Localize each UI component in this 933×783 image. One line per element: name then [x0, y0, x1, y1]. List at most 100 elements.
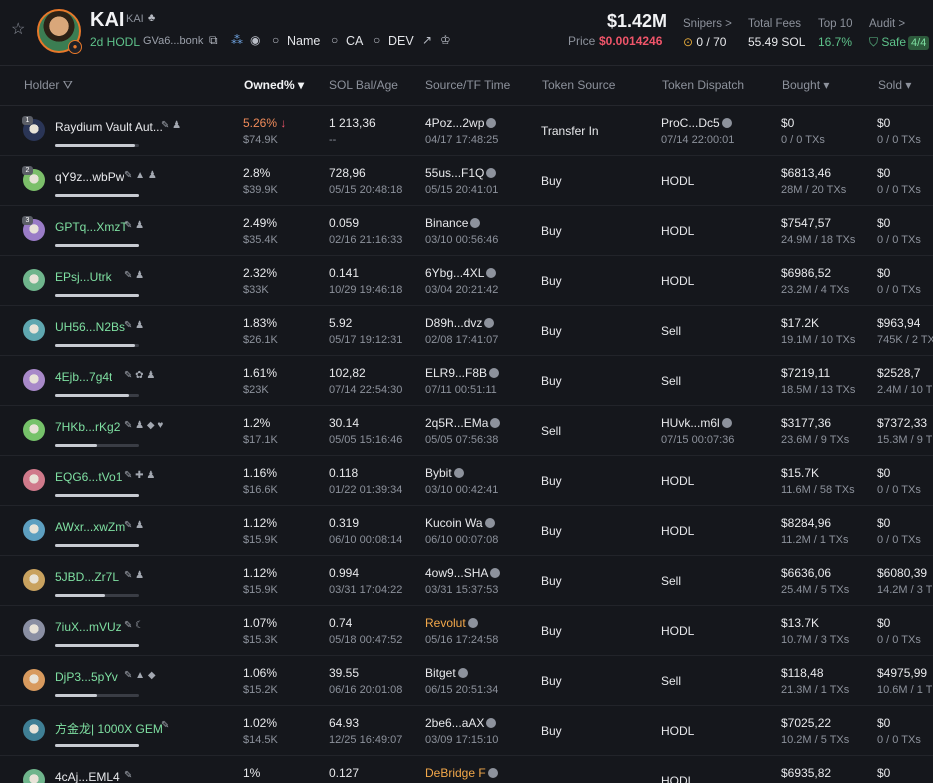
holder-address[interactable]: 7iuX...mVUz [55, 620, 122, 634]
funding-source[interactable]: 4ow9...SHA [425, 566, 515, 580]
token-source: Buy [541, 574, 562, 588]
funding-time: 06/10 00:07:08 [425, 534, 499, 546]
col-owned[interactable]: Owned% ▾ [244, 78, 305, 92]
snipers-label[interactable]: Snipers > [683, 18, 732, 30]
funding-source[interactable]: Kucoin Wa [425, 516, 515, 530]
sold-txs: 14.2M / 3 T [877, 584, 933, 596]
holder-address[interactable]: UH56...N2Bs [55, 320, 126, 334]
funding-source[interactable]: Bitget [425, 666, 515, 680]
holder-address[interactable]: 5JBD...Zr7L [55, 570, 120, 584]
table-row[interactable]: 1 Raydium Vault Aut... ✎ ♟ 5.26% ↓ $74.9K 1 2… [0, 106, 933, 156]
table-row[interactable]: 7HKb...rKg2 ✎ ♟ ◆ ♥ 1.2% $17.1K 30.14 05/05 1… [0, 406, 933, 456]
copy-icon[interactable]: ⧉ [209, 33, 218, 47]
holder-tag-icons[interactable]: ✎ ♟ [161, 120, 182, 131]
funding-source[interactable]: 55us...F1Q [425, 166, 515, 180]
table-row[interactable]: EQG6...tVo1 ✎ ✚ ♟ 1.16% $16.6K 0.118 01/22 01… [0, 456, 933, 506]
token-name: KAI [90, 9, 125, 31]
bought-amount: $6986,52 [781, 266, 832, 280]
holder-tag-icons[interactable]: ✎ ♟ [124, 220, 145, 231]
holder-tag-icons[interactable]: ✎ ✚ ♟ [124, 470, 156, 481]
sol-balance: 102,82 [329, 366, 366, 380]
col-source-time[interactable]: Source/TF Time [425, 78, 511, 92]
explorer-icon[interactable]: ◉ [250, 33, 261, 47]
owned-percent: 1.16% [243, 466, 278, 480]
external-link-icon[interactable]: ↗ [422, 33, 433, 47]
table-row[interactable]: 7iuX...mVUz ✎ ☾ 1.07% $15.3K 0.74 05/18 00:47… [0, 606, 933, 656]
sold-txs: 745K / 2 TX [877, 334, 933, 346]
table-row[interactable]: AWxr...xwZm ✎ ♟ 1.12% $15.9K 0.319 06/10 00:0… [0, 506, 933, 556]
token-dispatch[interactable]: ProC...Dc5 [661, 116, 732, 130]
bought-amount: $118,48 [781, 666, 824, 680]
crown-icon[interactable]: ♔ [440, 33, 451, 47]
contract-address[interactable]: GVa6...bonk [143, 35, 204, 47]
search-name-link[interactable]: Name [287, 34, 321, 48]
holder-tag-icons[interactable]: ✎ ♟ [124, 570, 145, 581]
sold-txs: 0 / 0 TXs [877, 484, 921, 496]
table-row[interactable]: 4cAj...EML4 ✎ 1% 0.127 DeBridge F HODL $6935,8… [0, 756, 933, 783]
table-row[interactable]: 方金龙| 1000X GEM ✎ 1.02% $14.5K 64.93 12/25 16:… [0, 706, 933, 756]
holder-address[interactable]: 方金龙| 1000X GEM [55, 722, 163, 736]
funding-source[interactable]: Bybit [425, 466, 515, 480]
wallet-age: 03/31 17:04:22 [329, 584, 403, 596]
funding-source[interactable]: ELR9...F8B [425, 366, 515, 380]
audit-label[interactable]: Audit > [869, 18, 906, 30]
sold-amount: $2528,7 [877, 366, 921, 380]
holder-address[interactable]: EQG6...tVo1 [55, 470, 123, 484]
holder-address[interactable]: qY9z...wbPw [55, 170, 125, 184]
table-row[interactable]: 4Ejb...7g4t ✎ ✿ ♟ 1.61% $23K 102,82 07/14 22:… [0, 356, 933, 406]
funding-source[interactable]: Binance [425, 216, 515, 230]
funding-source[interactable]: 4Poz...2wp [425, 116, 515, 130]
table-row[interactable]: DjP3...5pYv ✎ ▲ ◆ 1.06% $15.2K 39.55 06/16 20… [0, 656, 933, 706]
funding-source[interactable]: Revolut [425, 616, 515, 630]
holder-avatar [23, 669, 45, 691]
funding-source[interactable]: 2q5R...EMa [425, 416, 515, 430]
sold-amount: $7372,33 [877, 416, 928, 430]
search-ca-link[interactable]: CA [346, 34, 364, 48]
holder-address[interactable]: 7HKb...rKg2 [55, 420, 121, 434]
table-row[interactable]: 3 GPTq...XmzT ✎ ♟ 2.49% $35.4K 0.059 02/16 21:… [0, 206, 933, 256]
col-sold[interactable]: Sold ▾ [878, 78, 912, 92]
col-holder[interactable]: Holder ⛛ [24, 78, 73, 92]
bought-amount: $17.2K [781, 316, 820, 330]
holder-tag-icons[interactable]: ✎ [161, 720, 170, 731]
filter-icon[interactable]: ⛛ [62, 78, 73, 92]
holder-tag-icons[interactable]: ✎ ♟ [124, 320, 145, 331]
search-dev-link[interactable]: DEV [388, 34, 414, 48]
token-dispatch: HODL [661, 274, 695, 288]
table-row[interactable]: UH56...N2Bs ✎ ♟ 1.83% $26.1K 5.92 05/17 19:12… [0, 306, 933, 356]
holder-address[interactable]: EPsj...Utrk [55, 270, 112, 284]
holder-address[interactable]: GPTq...XmzT [55, 220, 128, 234]
holder-tag-icons[interactable]: ✎ ▲ ♟ [124, 170, 157, 181]
favorite-star-icon[interactable]: ☆ [11, 21, 26, 38]
target-icon: ⊙ [683, 35, 694, 49]
holder-tag-icons[interactable]: ✎ ☾ [124, 620, 145, 631]
holder-tag-icons[interactable]: ✎ ♟ ◆ ♥ [124, 420, 164, 431]
funding-time: 03/10 00:42:41 [425, 484, 499, 496]
funding-source[interactable]: 6Ybg...4XL [425, 266, 515, 280]
col-token-source[interactable]: Token Source [542, 78, 616, 92]
holder-tag-icons[interactable]: ✎ [124, 770, 133, 781]
holder-address[interactable]: AWxr...xwZm [55, 520, 126, 534]
col-token-dispatch[interactable]: Token Dispatch [662, 78, 745, 92]
holder-tag-icons[interactable]: ✎ ♟ [124, 520, 145, 531]
bundle-icon[interactable]: ⁂ [231, 33, 243, 47]
holder-tag-icons[interactable]: ✎ ▲ ◆ [124, 670, 156, 681]
holder-tag-icons[interactable]: ✎ ♟ [124, 270, 145, 281]
table-row[interactable]: 5JBD...Zr7L ✎ ♟ 1.12% $15.9K 0.994 03/31 17:0… [0, 556, 933, 606]
holder-address[interactable]: 4Ejb...7g4t [55, 370, 113, 384]
col-sol-bal-age[interactable]: SOL Bal/Age [329, 78, 398, 92]
funding-source[interactable]: 2be6...aAX [425, 716, 515, 730]
funding-source[interactable]: D89h...dvz [425, 316, 515, 330]
token-dispatch[interactable]: HUvk...m6l [661, 416, 732, 430]
holder-address[interactable]: 4cAj...EML4 [55, 770, 120, 783]
sol-balance: 728,96 [329, 166, 366, 180]
funding-source[interactable]: DeBridge F [425, 766, 515, 780]
launchpad-badge-icon: ● [68, 40, 82, 54]
holder-address[interactable]: Raydium Vault Aut... [55, 120, 163, 134]
bought-txs: 11.6M / 58 TXs [781, 484, 855, 496]
holder-tag-icons[interactable]: ✎ ✿ ♟ [124, 370, 156, 381]
col-bought[interactable]: Bought ▾ [782, 78, 830, 92]
table-row[interactable]: 2 qY9z...wbPw ✎ ▲ ♟ 2.8% $39.9K 728,96 05/15 2… [0, 156, 933, 206]
table-row[interactable]: EPsj...Utrk ✎ ♟ 2.32% $33K 0.141 10/29 19:46:… [0, 256, 933, 306]
holder-address[interactable]: DjP3...5pYv [55, 670, 118, 684]
